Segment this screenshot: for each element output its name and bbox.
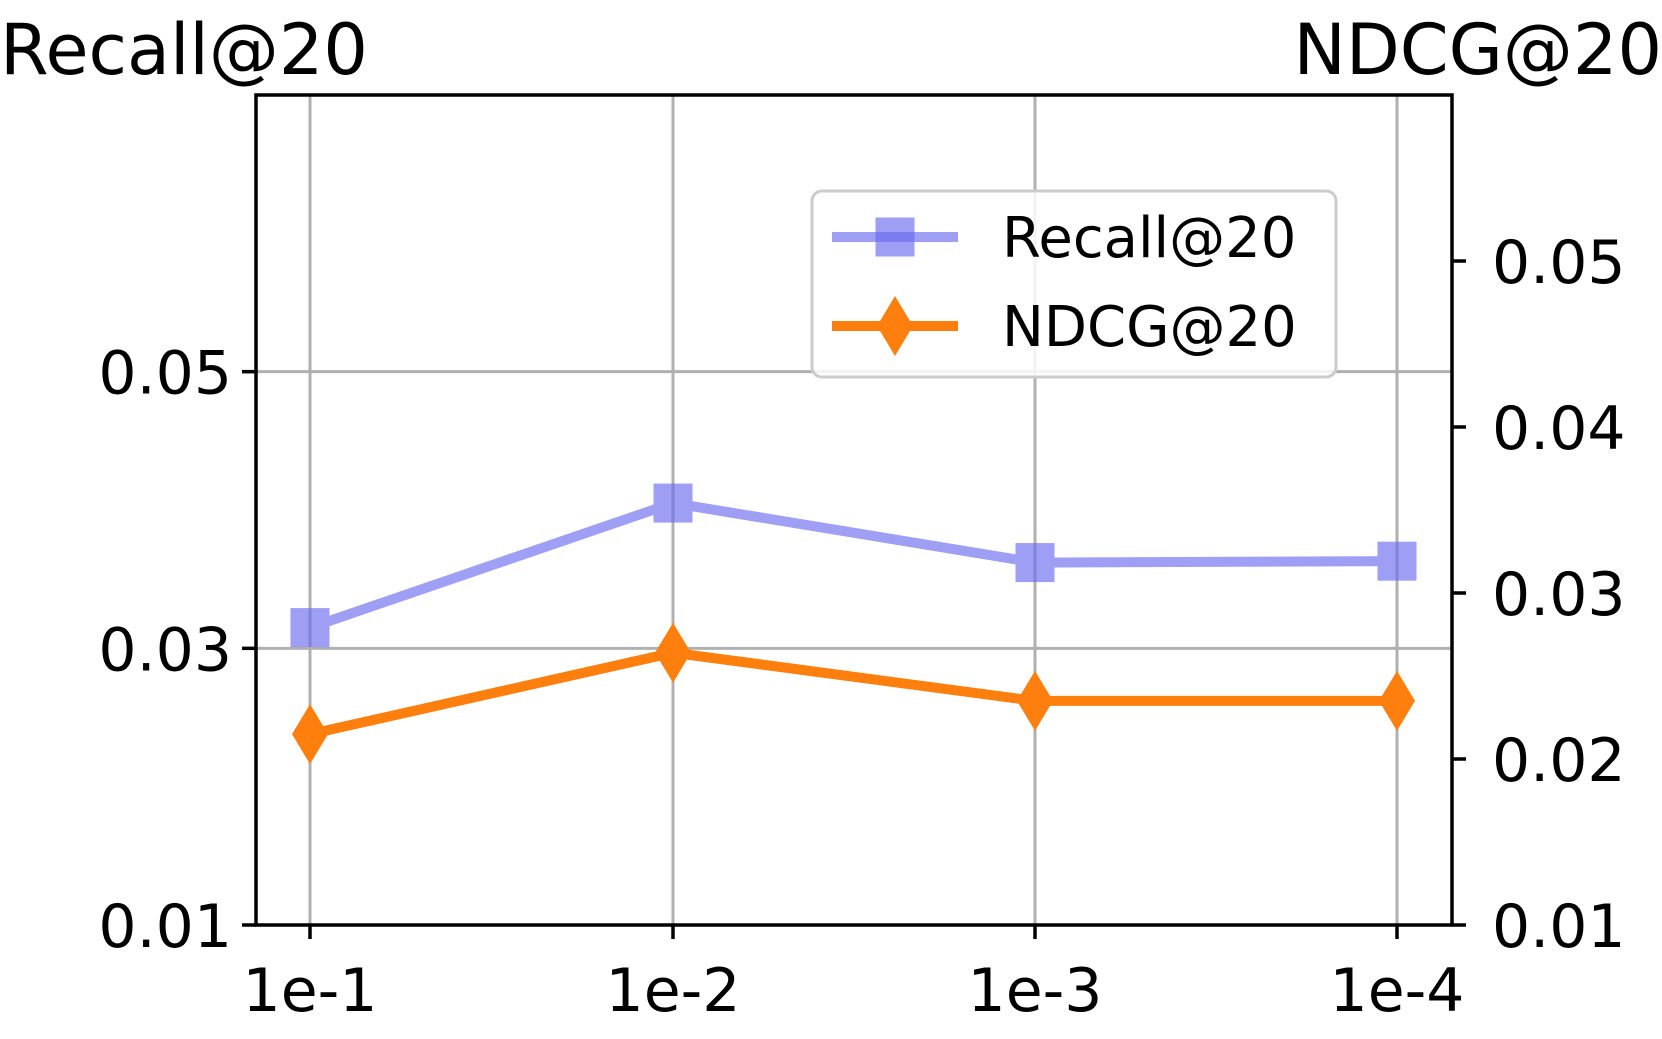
right-y-tick-label: 0.04 [1492, 394, 1626, 464]
legend: Recall@20 NDCG@20 [810, 189, 1338, 379]
x-tick-label: 1e-3 [968, 956, 1103, 1026]
right-axis-title: NDCG@20 [1294, 9, 1662, 91]
data-point [1377, 541, 1417, 581]
data-point [1015, 543, 1055, 583]
series-line [308, 647, 1397, 739]
data-point [1379, 670, 1415, 731]
series-line [308, 498, 1398, 633]
plot-frame [254, 93, 1454, 927]
legend-marker-ndcg [877, 296, 913, 356]
data-point [290, 608, 330, 648]
left-y-tick-label: 0.01 [98, 892, 232, 962]
data-point [1017, 670, 1053, 731]
right-y-tick-label: 0.05 [1492, 228, 1626, 298]
legend-label-ndcg: NDCG@20 [1002, 295, 1297, 360]
x-tick-label: 1e-1 [243, 956, 378, 1026]
left-y-tick-label: 0.05 [98, 339, 232, 409]
series-1 [292, 622, 1415, 765]
left-axis-title: Recall@20 [0, 9, 368, 91]
legend-label-recall: Recall@20 [1002, 206, 1296, 271]
data-point [655, 622, 691, 683]
legend-marker-recall [875, 217, 915, 257]
series-layer [290, 483, 1417, 765]
ticks: 1e-1 1e-2 1e-3 1e-4 0.01 0.03 0.05 0.01 0.02 0.03… [98, 228, 1625, 1026]
x-tick-label: 1e-2 [606, 956, 741, 1026]
data-point [653, 483, 693, 523]
data-point [292, 704, 328, 765]
right-y-tick-label: 0.01 [1492, 892, 1626, 962]
left-y-tick-label: 0.03 [98, 615, 232, 685]
right-y-tick-label: 0.03 [1492, 560, 1626, 630]
x-tick-label: 1e-4 [1330, 956, 1465, 1026]
series-0 [290, 483, 1417, 648]
right-y-tick-label: 0.02 [1492, 726, 1626, 796]
